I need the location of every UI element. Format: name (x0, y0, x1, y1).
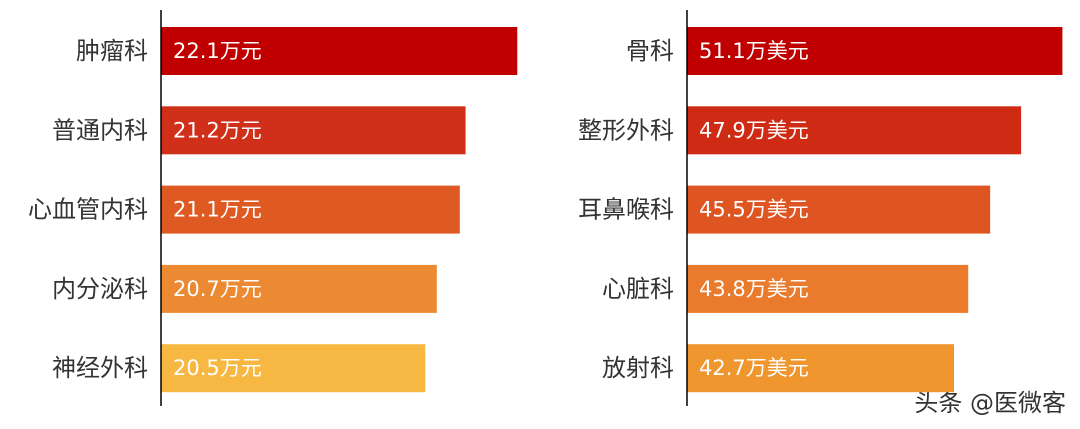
value-label: 20.5万元 (173, 356, 262, 380)
category-label: 心脏科 (602, 275, 674, 303)
value-label: 21.2万元 (173, 118, 262, 142)
bar (161, 106, 466, 155)
value-label: 43.8万美元 (699, 277, 809, 301)
value-label: 21.1万元 (173, 198, 262, 222)
category-label: 整形外科 (578, 116, 674, 144)
watermark: 头条 @医微客 (914, 389, 1066, 417)
category-label: 肿瘤科 (76, 37, 148, 65)
value-label: 47.9万美元 (699, 118, 809, 142)
bar (687, 106, 1022, 155)
bar (687, 344, 955, 393)
bar (161, 27, 518, 75)
bar (161, 264, 437, 313)
category-label: 心血管内科 (28, 196, 148, 224)
value-label: 20.7万元 (173, 277, 262, 301)
category-label: 内分泌科 (52, 275, 148, 303)
category-label: 耳鼻喉科 (578, 196, 674, 224)
category-label: 骨科 (626, 37, 674, 65)
category-label: 神经外科 (52, 354, 148, 382)
value-label: 22.1万元 (173, 39, 262, 63)
category-label: 放射科 (602, 354, 674, 382)
bar (687, 185, 991, 234)
bar (687, 264, 969, 313)
value-label: 51.1万美元 (699, 39, 809, 63)
value-label: 45.5万美元 (699, 198, 809, 222)
bar (161, 344, 426, 393)
category-label: 普通内科 (52, 116, 148, 144)
value-label: 42.7万美元 (699, 356, 809, 380)
bar (687, 27, 1063, 75)
bar (161, 185, 460, 234)
